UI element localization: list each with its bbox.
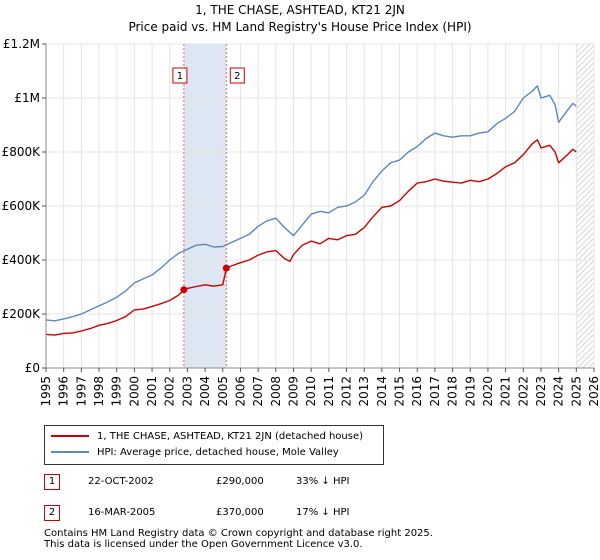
x-tick-label: 2016 bbox=[410, 376, 424, 407]
x-tick-label: 2020 bbox=[481, 376, 495, 407]
transaction-row: 1 22-OCT-2002 £290,000 33% ↓ HPI bbox=[44, 472, 564, 492]
x-tick-label: 2011 bbox=[322, 376, 336, 407]
y-tick-label: £1.2M bbox=[3, 37, 40, 51]
price-chart: 1 2 £0 £200K £400K £600K £800K £1M £1.2M 1995 1996… bbox=[2, 37, 600, 407]
x-tick-label: 2017 bbox=[428, 376, 442, 407]
y-tick-label: £0 bbox=[25, 361, 40, 375]
x-tick-label: 2012 bbox=[340, 376, 354, 407]
x-tick-label: 2009 bbox=[286, 376, 300, 407]
footer-copyright: Contains HM Land Registry data © Crown c… bbox=[44, 528, 433, 539]
transaction-label: 2 bbox=[234, 71, 240, 82]
transaction-label: 1 bbox=[177, 71, 183, 82]
x-tick-label: 1999 bbox=[110, 376, 124, 407]
hpi-line-swatch bbox=[51, 451, 89, 453]
chart-subtitle: Price paid vs. HM Land Registry's House … bbox=[128, 20, 472, 34]
footer: Contains HM Land Registry data © Crown c… bbox=[44, 528, 584, 550]
x-tick-label: 2015 bbox=[393, 376, 407, 407]
transaction-point bbox=[180, 286, 188, 294]
x-tick-label: 2003 bbox=[180, 376, 194, 407]
transaction-price: £370,000 bbox=[216, 507, 264, 518]
x-tick-label: 2019 bbox=[463, 376, 477, 407]
x-tick-label: 2026 bbox=[587, 376, 600, 407]
x-tick-label: 2010 bbox=[304, 376, 318, 407]
property-price-line bbox=[45, 139, 577, 336]
x-tick-label: 2000 bbox=[127, 376, 141, 407]
legend: 1, THE CHASE, ASHTEAD, KT21 2JN (detache… bbox=[44, 425, 384, 465]
x-tick-label: 2008 bbox=[269, 376, 283, 407]
y-tick-label: £600K bbox=[2, 199, 42, 213]
transaction-date: 22-OCT-2002 bbox=[88, 476, 154, 487]
x-tick-label: 2005 bbox=[216, 376, 230, 407]
x-tick-label: 2013 bbox=[357, 376, 371, 407]
transaction-row: 2 16-MAR-2005 £370,000 17% ↓ HPI bbox=[44, 503, 564, 523]
transaction-badge: 1 bbox=[44, 474, 60, 490]
property-line-swatch bbox=[51, 435, 89, 437]
y-tick-label: £200K bbox=[2, 307, 42, 321]
legend-hpi-label: HPI: Average price, detached house, Mole… bbox=[97, 447, 339, 458]
transaction-price: £290,000 bbox=[216, 476, 264, 487]
x-tick-label: 2002 bbox=[163, 376, 177, 407]
x-tick-label: 2018 bbox=[446, 376, 460, 407]
transaction-badge: 2 bbox=[44, 505, 60, 521]
x-tick-label: 2004 bbox=[198, 376, 212, 407]
y-tick-label: £400K bbox=[2, 253, 42, 267]
transaction-label-box bbox=[172, 67, 188, 84]
x-tick-label: 2021 bbox=[499, 376, 513, 407]
transaction-date: 16-MAR-2005 bbox=[88, 507, 156, 518]
x-tick-label: 2001 bbox=[145, 376, 159, 407]
legend-item-property: 1, THE CHASE, ASHTEAD, KT21 2JN (detache… bbox=[51, 430, 363, 444]
x-tick-label: 1995 bbox=[39, 376, 53, 407]
x-tick-label: 2024 bbox=[552, 376, 566, 407]
footer-licence: This data is licensed under the Open Gov… bbox=[44, 539, 363, 550]
x-tick-label: 1997 bbox=[74, 376, 88, 407]
x-tick-label: 2022 bbox=[516, 376, 530, 407]
legend-property-label: 1, THE CHASE, ASHTEAD, KT21 2JN (detache… bbox=[97, 431, 364, 442]
transaction-hpi-diff: 17% ↓ HPI bbox=[296, 507, 350, 518]
x-tick-label: 1998 bbox=[92, 376, 106, 407]
legend-item-hpi: HPI: Average price, detached house, Mole… bbox=[51, 446, 339, 460]
chart-title: 1, THE CHASE, ASHTEAD, KT21 2JN bbox=[195, 3, 405, 17]
x-tick-label: 2025 bbox=[569, 376, 583, 407]
hpi-line bbox=[45, 85, 577, 322]
y-tick-label: £1M bbox=[14, 91, 40, 105]
transaction-label-box bbox=[229, 67, 245, 84]
x-tick-label: 2014 bbox=[375, 376, 389, 407]
y-tick-label: £800K bbox=[2, 145, 42, 159]
x-tick-label: 2023 bbox=[534, 376, 548, 407]
x-tick-label: 2006 bbox=[233, 376, 247, 407]
transaction-point bbox=[222, 264, 230, 272]
transaction-hpi-diff: 33% ↓ HPI bbox=[296, 476, 350, 487]
x-tick-label: 1996 bbox=[57, 376, 71, 407]
x-tick-label: 2007 bbox=[251, 376, 265, 407]
